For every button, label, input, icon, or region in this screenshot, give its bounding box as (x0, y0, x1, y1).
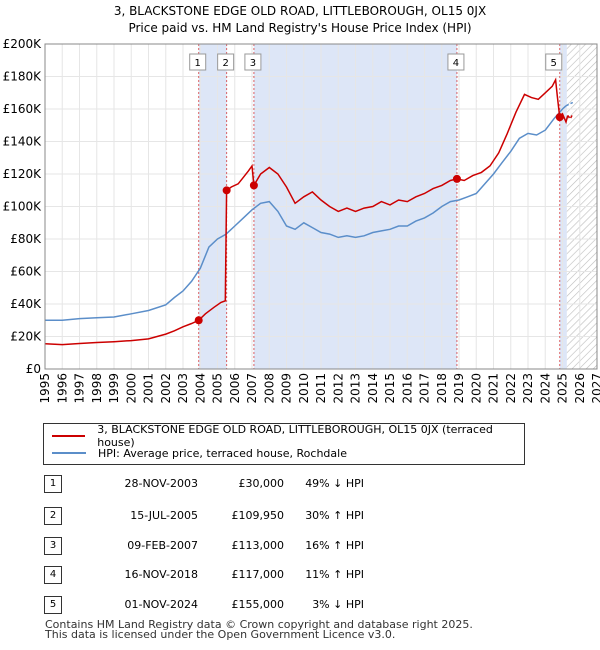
footer-copyright: Contains HM Land Registry data © Crown c… (45, 618, 473, 631)
transaction-point (249, 181, 258, 190)
plot-frame (44, 43, 598, 370)
transaction-date: 16-NOV-2018 (124, 568, 198, 581)
x-tick-label: 1997 (73, 373, 87, 404)
y-tick-label: £20K (10, 330, 42, 344)
legend-item-property: 3, BLACKSTONE EDGE OLD ROAD, LITTLEBOROU… (52, 423, 524, 449)
transaction-label: 1 (195, 58, 201, 69)
x-tick-label: 2018 (435, 373, 449, 404)
legend: 3, BLACKSTONE EDGE OLD ROAD, LITTLEBOROU… (43, 423, 525, 465)
transaction-date: 01-NOV-2024 (124, 598, 198, 611)
transaction-price: £30,000 (238, 477, 285, 490)
chart-title: 3, BLACKSTONE EDGE OLD ROAD, LITTLEBOROU… (113, 4, 487, 18)
x-tick-label: 2007 (245, 373, 259, 404)
x-tick-label: 2002 (159, 373, 173, 404)
hpi-forecast-line (565, 101, 574, 107)
transaction-label: 4 (453, 58, 459, 69)
y-tick-label: £140K (3, 135, 43, 149)
transaction-hpi: 16% ↑ HPI (305, 539, 364, 552)
transaction-date: 28-NOV-2003 (124, 477, 198, 490)
x-tick-label: 1999 (107, 373, 121, 404)
transaction-label-box (217, 53, 235, 71)
x-tick-label: 2019 (452, 373, 466, 404)
transaction-number: 1 (44, 475, 62, 493)
transaction-hpi: 3% ↓ HPI (312, 598, 364, 611)
hpi-series-line (45, 105, 567, 322)
transaction-hpi: 11% ↑ HPI (305, 568, 364, 581)
x-tick-label: 2005 (211, 373, 225, 404)
x-tick-label: 2014 (366, 373, 380, 404)
transaction-date: 15-JUL-2005 (130, 509, 198, 522)
x-tick-label: 2025 (556, 373, 570, 404)
x-tick-label: 2004 (193, 373, 207, 404)
x-tick-label: 2013 (349, 373, 363, 404)
x-tick-label: 2006 (228, 373, 242, 404)
y-tick-label: £60K (10, 265, 42, 279)
transaction-label-box (244, 53, 262, 71)
transaction-point (555, 113, 564, 122)
x-tick-label: 2015 (383, 373, 397, 404)
transaction-hpi: 49% ↓ HPI (305, 477, 364, 490)
transaction-price: £109,950 (231, 509, 285, 522)
x-tick-label: 2027 (590, 373, 600, 404)
legend-label-hpi: HPI: Average price, terraced house, Roch… (98, 446, 347, 460)
x-tick-label: 2009 (280, 373, 294, 404)
chart-subtitle: Price paid vs. HM Land Registry's House … (128, 21, 472, 35)
x-tick-label: 2008 (262, 373, 276, 404)
x-tick-label: 2010 (297, 373, 311, 404)
transaction-hpi: 30% ↑ HPI (305, 509, 364, 522)
y-tick-label: £160K (3, 102, 43, 116)
transaction-date: 09-FEB-2007 (127, 539, 198, 552)
transaction-point (452, 174, 461, 183)
x-tick-label: 2000 (124, 373, 138, 404)
transaction-price: £155,000 (231, 598, 285, 611)
transaction-number: 2 (44, 507, 62, 525)
transaction-label-box (189, 53, 207, 71)
y-tick-label: £40K (10, 297, 42, 311)
legend-label-property: 3, BLACKSTONE EDGE OLD ROAD, LITTLEBOROU… (97, 423, 493, 449)
x-tick-label: 2001 (142, 373, 156, 404)
x-tick-label: 2012 (331, 373, 345, 404)
transaction-number: 5 (44, 596, 62, 614)
x-tick-label: 2026 (573, 373, 587, 404)
x-tick-label: 2021 (487, 373, 501, 404)
x-tick-label: 1995 (38, 373, 52, 404)
y-tick-label: £120K (3, 167, 43, 181)
transaction-label: 3 (250, 58, 256, 69)
y-tick-label: £180K (3, 70, 43, 84)
transaction-label: 2 (222, 58, 228, 69)
transaction-label-box (545, 53, 563, 71)
x-tick-label: 2017 (418, 373, 432, 404)
legend-item-hpi: HPI: Average price, terraced house, Roch… (52, 445, 347, 461)
property-forecast-line (567, 113, 574, 121)
legend-swatch-red (52, 435, 86, 437)
transaction-number: 3 (44, 537, 62, 555)
transaction-label: 5 (551, 58, 557, 69)
transaction-point (222, 186, 231, 195)
footer-licence: This data is licensed under the Open Gov… (45, 628, 396, 641)
y-tick-label: £0 (26, 362, 41, 376)
x-tick-label: 2020 (469, 373, 483, 404)
price-chart: 1 2 3 4 5 £0 £20K £40K £60K £80K £100K £120K £140K £1… (3, 37, 600, 404)
transaction-number: 4 (44, 566, 62, 584)
x-tick-label: 2016 (400, 373, 414, 404)
x-tick-label: 1996 (55, 373, 69, 404)
x-tick-label: 2003 (176, 373, 190, 404)
x-tick-label: 2024 (538, 373, 552, 404)
transaction-label-box (447, 53, 465, 71)
transaction-price: £117,000 (231, 568, 285, 581)
y-tick-label: £80K (10, 232, 42, 246)
transaction-point (194, 316, 203, 325)
y-tick-label: £100K (3, 200, 43, 214)
x-tick-label: 1998 (90, 373, 104, 404)
footer: Contains HM Land Registry data © Crown c… (45, 618, 473, 641)
y-tick-label: £200K (3, 37, 43, 51)
x-tick-label: 2023 (521, 373, 535, 404)
x-tick-label: 2022 (504, 373, 518, 404)
legend-swatch-blue (52, 452, 86, 454)
transaction-price: £113,000 (231, 539, 285, 552)
x-tick-label: 2011 (314, 373, 328, 404)
